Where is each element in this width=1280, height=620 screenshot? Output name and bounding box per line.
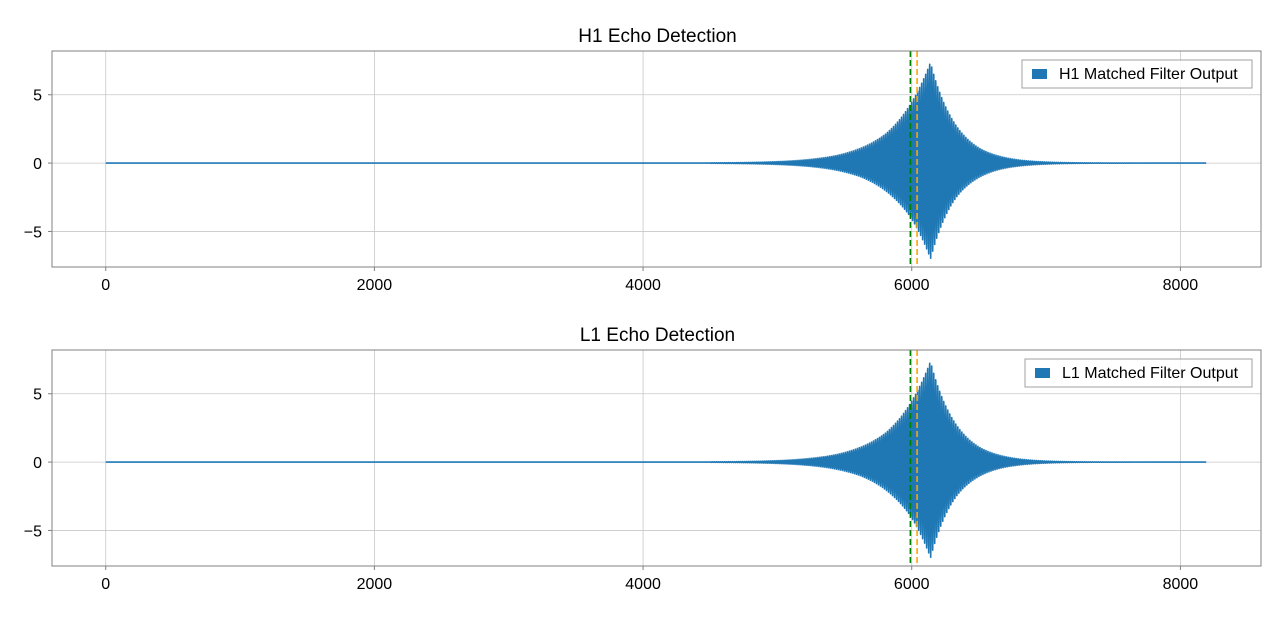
x-tick-label: 2000 [357,576,393,593]
series-line [105,63,1207,260]
series-line [105,362,1207,559]
legend-box [1021,59,1253,89]
x-tick-label: 0 [101,277,110,294]
x-tick-label: 6000 [894,277,930,294]
y-tick-label: 5 [33,88,42,105]
chart-title: L1 Echo Detection [580,325,735,346]
y-tick-label: 0 [33,455,42,472]
y-tick-label: 5 [33,387,42,404]
legend-box [1024,358,1253,388]
x-tick-label: 8000 [1163,277,1199,294]
legend-swatch [1035,368,1050,378]
legend-label: H1 Matched Filter Output [1059,66,1238,83]
y-tick-label: −5 [24,224,42,241]
legend-swatch [1032,69,1047,79]
x-tick-label: 4000 [625,576,661,593]
x-tick-label: 8000 [1163,576,1199,593]
x-tick-label: 6000 [894,576,930,593]
chart-title: H1 Echo Detection [578,26,736,47]
x-tick-label: 0 [101,576,110,593]
x-tick-label: 4000 [625,277,661,294]
axes-frame [51,349,1262,567]
chart-panel-2: 0 2000 4000 6000 8000 5 0 −5 L1 Echo Detection L1… [24,325,1262,593]
legend-label: L1 Matched Filter Output [1062,365,1239,382]
chart-panel-1: 0 2000 4000 6000 8000 5 0 −5 H1 Echo Detection H1… [24,26,1262,294]
y-tick-label: 0 [33,156,42,173]
x-tick-label: 2000 [357,277,393,294]
axes-frame [51,50,1262,268]
y-tick-label: −5 [24,523,42,540]
